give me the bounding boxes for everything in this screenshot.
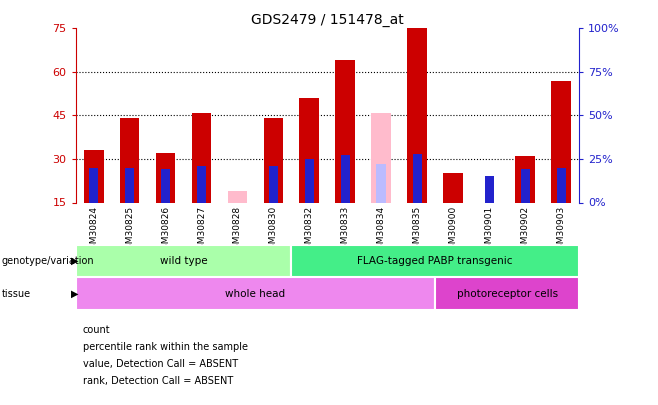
Text: GSM30825: GSM30825 [125,206,134,255]
Bar [161,169,170,202]
Bar [407,28,427,202]
Text: wild type: wild type [160,256,207,266]
Text: GSM30900: GSM30900 [449,206,458,255]
Text: GSM30835: GSM30835 [413,206,422,255]
Text: GSM30834: GSM30834 [377,206,386,255]
Bar [120,118,139,202]
Bar [291,245,579,277]
Bar [156,153,176,202]
Text: whole head: whole head [226,289,286,298]
Text: GSM30826: GSM30826 [161,206,170,255]
Bar [376,164,386,202]
Text: GSM30828: GSM30828 [233,206,242,255]
Bar [269,166,278,202]
Text: GSM30830: GSM30830 [269,206,278,255]
Bar [515,156,535,202]
Text: GSM30832: GSM30832 [305,206,314,255]
Bar [443,173,463,202]
Text: ▶: ▶ [71,256,78,266]
Bar [125,168,134,202]
Bar [341,156,350,202]
Bar [299,98,319,202]
Text: FLAG-tagged PABP transgenic: FLAG-tagged PABP transgenic [357,256,513,266]
Bar [76,245,291,277]
Text: rank, Detection Call = ABSENT: rank, Detection Call = ABSENT [82,376,233,386]
Bar [336,60,355,202]
Bar [191,113,211,202]
Text: count: count [82,325,110,335]
Bar [551,81,571,202]
Text: GSM30902: GSM30902 [520,206,530,255]
Title: GDS2479 / 151478_at: GDS2479 / 151478_at [251,13,404,27]
Bar [413,154,422,202]
Bar [197,166,206,202]
Bar [557,168,565,202]
Text: percentile rank within the sample: percentile rank within the sample [82,342,247,352]
Bar [485,177,494,202]
Text: genotype/variation: genotype/variation [1,256,94,266]
Bar [520,169,530,202]
Text: GSM30824: GSM30824 [89,206,98,255]
Bar [371,113,391,202]
Text: value, Detection Call = ABSENT: value, Detection Call = ABSENT [82,359,238,369]
Text: GSM30901: GSM30901 [485,206,494,255]
Text: GSM30833: GSM30833 [341,206,350,255]
Bar [435,277,579,310]
Bar [84,150,103,202]
Text: ▶: ▶ [71,289,78,298]
Text: tissue: tissue [1,289,30,298]
Bar [228,191,247,202]
Bar [89,168,98,202]
Text: photoreceptor cells: photoreceptor cells [457,289,558,298]
Bar [76,277,435,310]
Bar [264,118,284,202]
Bar [305,159,314,202]
Text: GSM30827: GSM30827 [197,206,206,255]
Text: GSM30903: GSM30903 [557,206,566,255]
